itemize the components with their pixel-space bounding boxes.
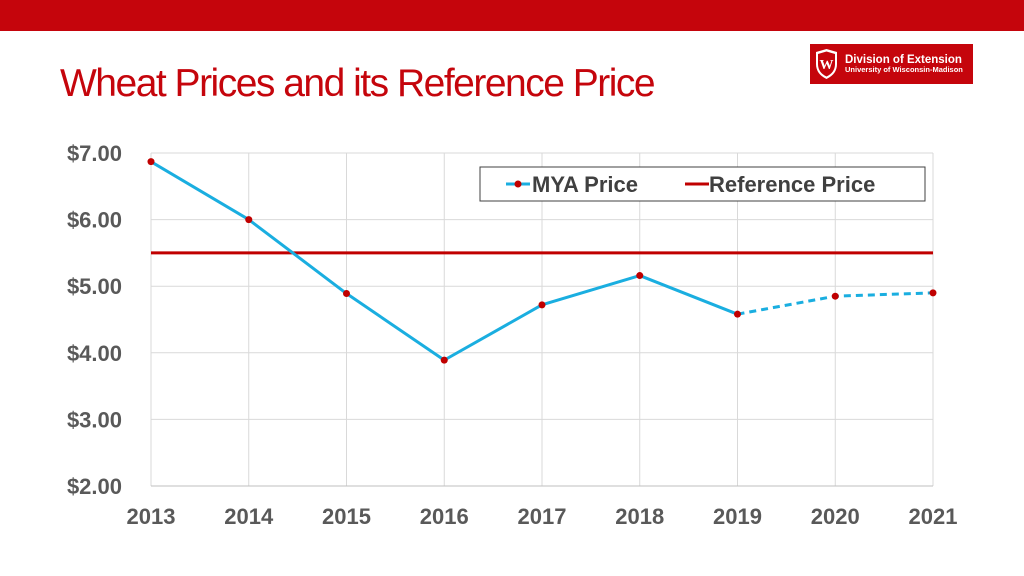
chart-series — [147, 158, 937, 364]
legend-mya-label: MYA Price — [532, 172, 638, 197]
mya-price-point — [929, 289, 937, 297]
top-banner — [0, 0, 1024, 31]
x-tick-label: 2021 — [909, 504, 958, 529]
x-tick-label: 2014 — [224, 504, 274, 529]
y-tick-label: $5.00 — [67, 274, 122, 299]
axis-ticks: $2.00 $3.00 $4.00 $5.00 $6.00 $7.00 2013 2014 20… — [67, 141, 958, 529]
legend-reference-label: Reference Price — [709, 172, 875, 197]
slide-title: Wheat Prices and its Reference Price — [60, 62, 656, 105]
x-tick-label: 2019 — [713, 504, 762, 529]
y-tick-label: $2.00 — [67, 474, 122, 499]
x-tick-label: 2017 — [518, 504, 567, 529]
logo-subtitle: University of Wisconsin-Madison — [845, 65, 963, 75]
x-tick-label: 2018 — [615, 504, 664, 529]
mya-price-point — [440, 356, 448, 364]
uw-crest-icon: W — [816, 49, 837, 79]
y-tick-label: $4.00 — [67, 341, 122, 366]
chart-legend: MYA Price Reference Price — [479, 166, 926, 202]
chart-grid — [150, 152, 934, 487]
x-tick-label: 2020 — [811, 504, 860, 529]
extension-logo: W Division of Extension University of Wi… — [810, 44, 973, 84]
mya-price-point — [636, 272, 644, 280]
mya-price-point — [734, 310, 741, 318]
mya-price-point — [147, 158, 155, 166]
y-tick-label: $7.00 — [67, 141, 122, 166]
mya-price-point — [343, 290, 350, 298]
logo-title: Division of Extension — [845, 53, 962, 66]
x-tick-label: 2015 — [322, 504, 371, 529]
crest-letter: W — [820, 58, 834, 73]
x-tick-label: 2016 — [420, 504, 469, 529]
legend-mya-marker — [514, 180, 522, 188]
mya-price-point — [245, 216, 253, 224]
y-tick-label: $6.00 — [67, 208, 122, 233]
x-tick-label: 2013 — [127, 504, 176, 529]
mya-price-point — [831, 292, 839, 300]
mya-price-point — [538, 301, 546, 309]
y-tick-label: $3.00 — [67, 407, 122, 432]
